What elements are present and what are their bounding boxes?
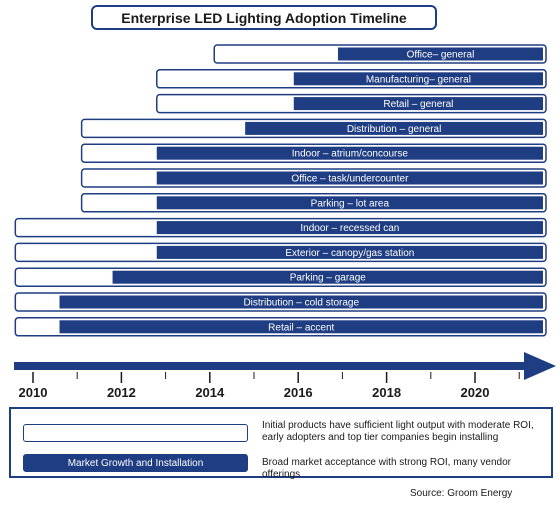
timeline-row: Indoor – recessed can [14, 217, 547, 238]
row-label: Distribution – general [347, 124, 442, 135]
legend-swatch-early-adoption [23, 424, 248, 442]
timeline-row: Parking – garage [14, 267, 547, 287]
timeline-row: Retail – general [156, 93, 547, 114]
x-tick-label: 2010 [19, 385, 48, 400]
x-tick-label: 2012 [107, 385, 136, 400]
market-growth-bar [156, 245, 543, 259]
x-tick-label: 2020 [461, 385, 490, 400]
chart-title: Enterprise LED Lighting Adoption Timelin… [91, 5, 437, 30]
timeline-chart: Office– general Manufacturing– general Ret… [14, 44, 556, 400]
market-growth-bar [156, 146, 543, 160]
timeline-row: Distribution – general [80, 118, 547, 139]
market-growth-bar [337, 47, 543, 61]
source-note: Source: Groom Energy [410, 488, 513, 499]
timeline-row: Office– general [213, 44, 547, 64]
market-growth-bar [156, 171, 543, 185]
market-growth-bar [293, 72, 543, 86]
legend-text-market-growth: Broad market acceptance with strong ROI,… [262, 457, 512, 480]
row-label: Office – task/undercounter [291, 174, 409, 185]
market-growth-bar [59, 295, 544, 309]
row-label: Parking – lot area [311, 198, 390, 209]
axis-line [14, 362, 526, 370]
market-growth-bar [112, 270, 543, 284]
market-growth-bar [156, 221, 543, 235]
market-growth-bar [156, 196, 543, 210]
legend-text-early-adoption: Initial products have sufficient light o… [262, 420, 534, 443]
legend-swatch-market-growth: Market Growth and Installation [23, 454, 248, 472]
timeline-axis: 2010 2012 2014 2016 2018 2020 [14, 352, 556, 400]
row-label: Indoor – atrium/concourse [292, 149, 409, 160]
row-label: Distribution – cold storage [243, 298, 359, 309]
row-label: Parking – garage [290, 273, 367, 284]
axis-arrowhead [524, 352, 556, 380]
timeline-rows: Office– general Manufacturing– general Ret… [14, 44, 547, 337]
row-label: Retail – general [383, 99, 453, 110]
market-growth-bar [293, 97, 543, 111]
row-label: Office– general [407, 50, 475, 61]
timeline-row: Manufacturing– general [156, 69, 547, 89]
timeline-row: Office – task/undercounter [80, 168, 547, 188]
x-tick-label: 2014 [195, 385, 225, 400]
timeline-row: Exterior – canopy/gas station [14, 242, 547, 263]
row-label: Exterior – canopy/gas station [285, 248, 414, 259]
market-growth-bar [245, 121, 543, 135]
timeline-row: Distribution – cold storage [14, 292, 547, 312]
timeline-row: Indoor – atrium/concourse [80, 143, 547, 163]
row-label: Indoor – recessed can [300, 223, 399, 234]
row-label: Retail – accent [268, 322, 334, 333]
timeline-row: Retail – accent [14, 317, 547, 337]
row-label: Manufacturing– general [366, 74, 471, 85]
market-growth-bar [59, 320, 544, 334]
x-tick-label: 2016 [284, 385, 313, 400]
timeline-row: Parking – lot area [80, 193, 547, 213]
x-tick-label: 2018 [372, 385, 401, 400]
